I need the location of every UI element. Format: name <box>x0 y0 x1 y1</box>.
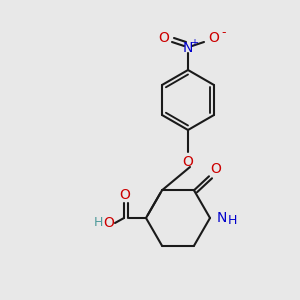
Text: O: O <box>183 155 194 169</box>
Text: H: H <box>93 217 103 230</box>
Text: O: O <box>120 188 130 202</box>
Text: H: H <box>227 214 237 226</box>
Text: +: + <box>190 38 198 48</box>
Text: -: - <box>222 26 226 40</box>
Text: N: N <box>217 211 227 225</box>
Text: O: O <box>211 162 221 176</box>
Text: N: N <box>183 41 193 55</box>
Text: O: O <box>208 31 219 45</box>
Text: O: O <box>159 31 170 45</box>
Text: O: O <box>103 216 114 230</box>
